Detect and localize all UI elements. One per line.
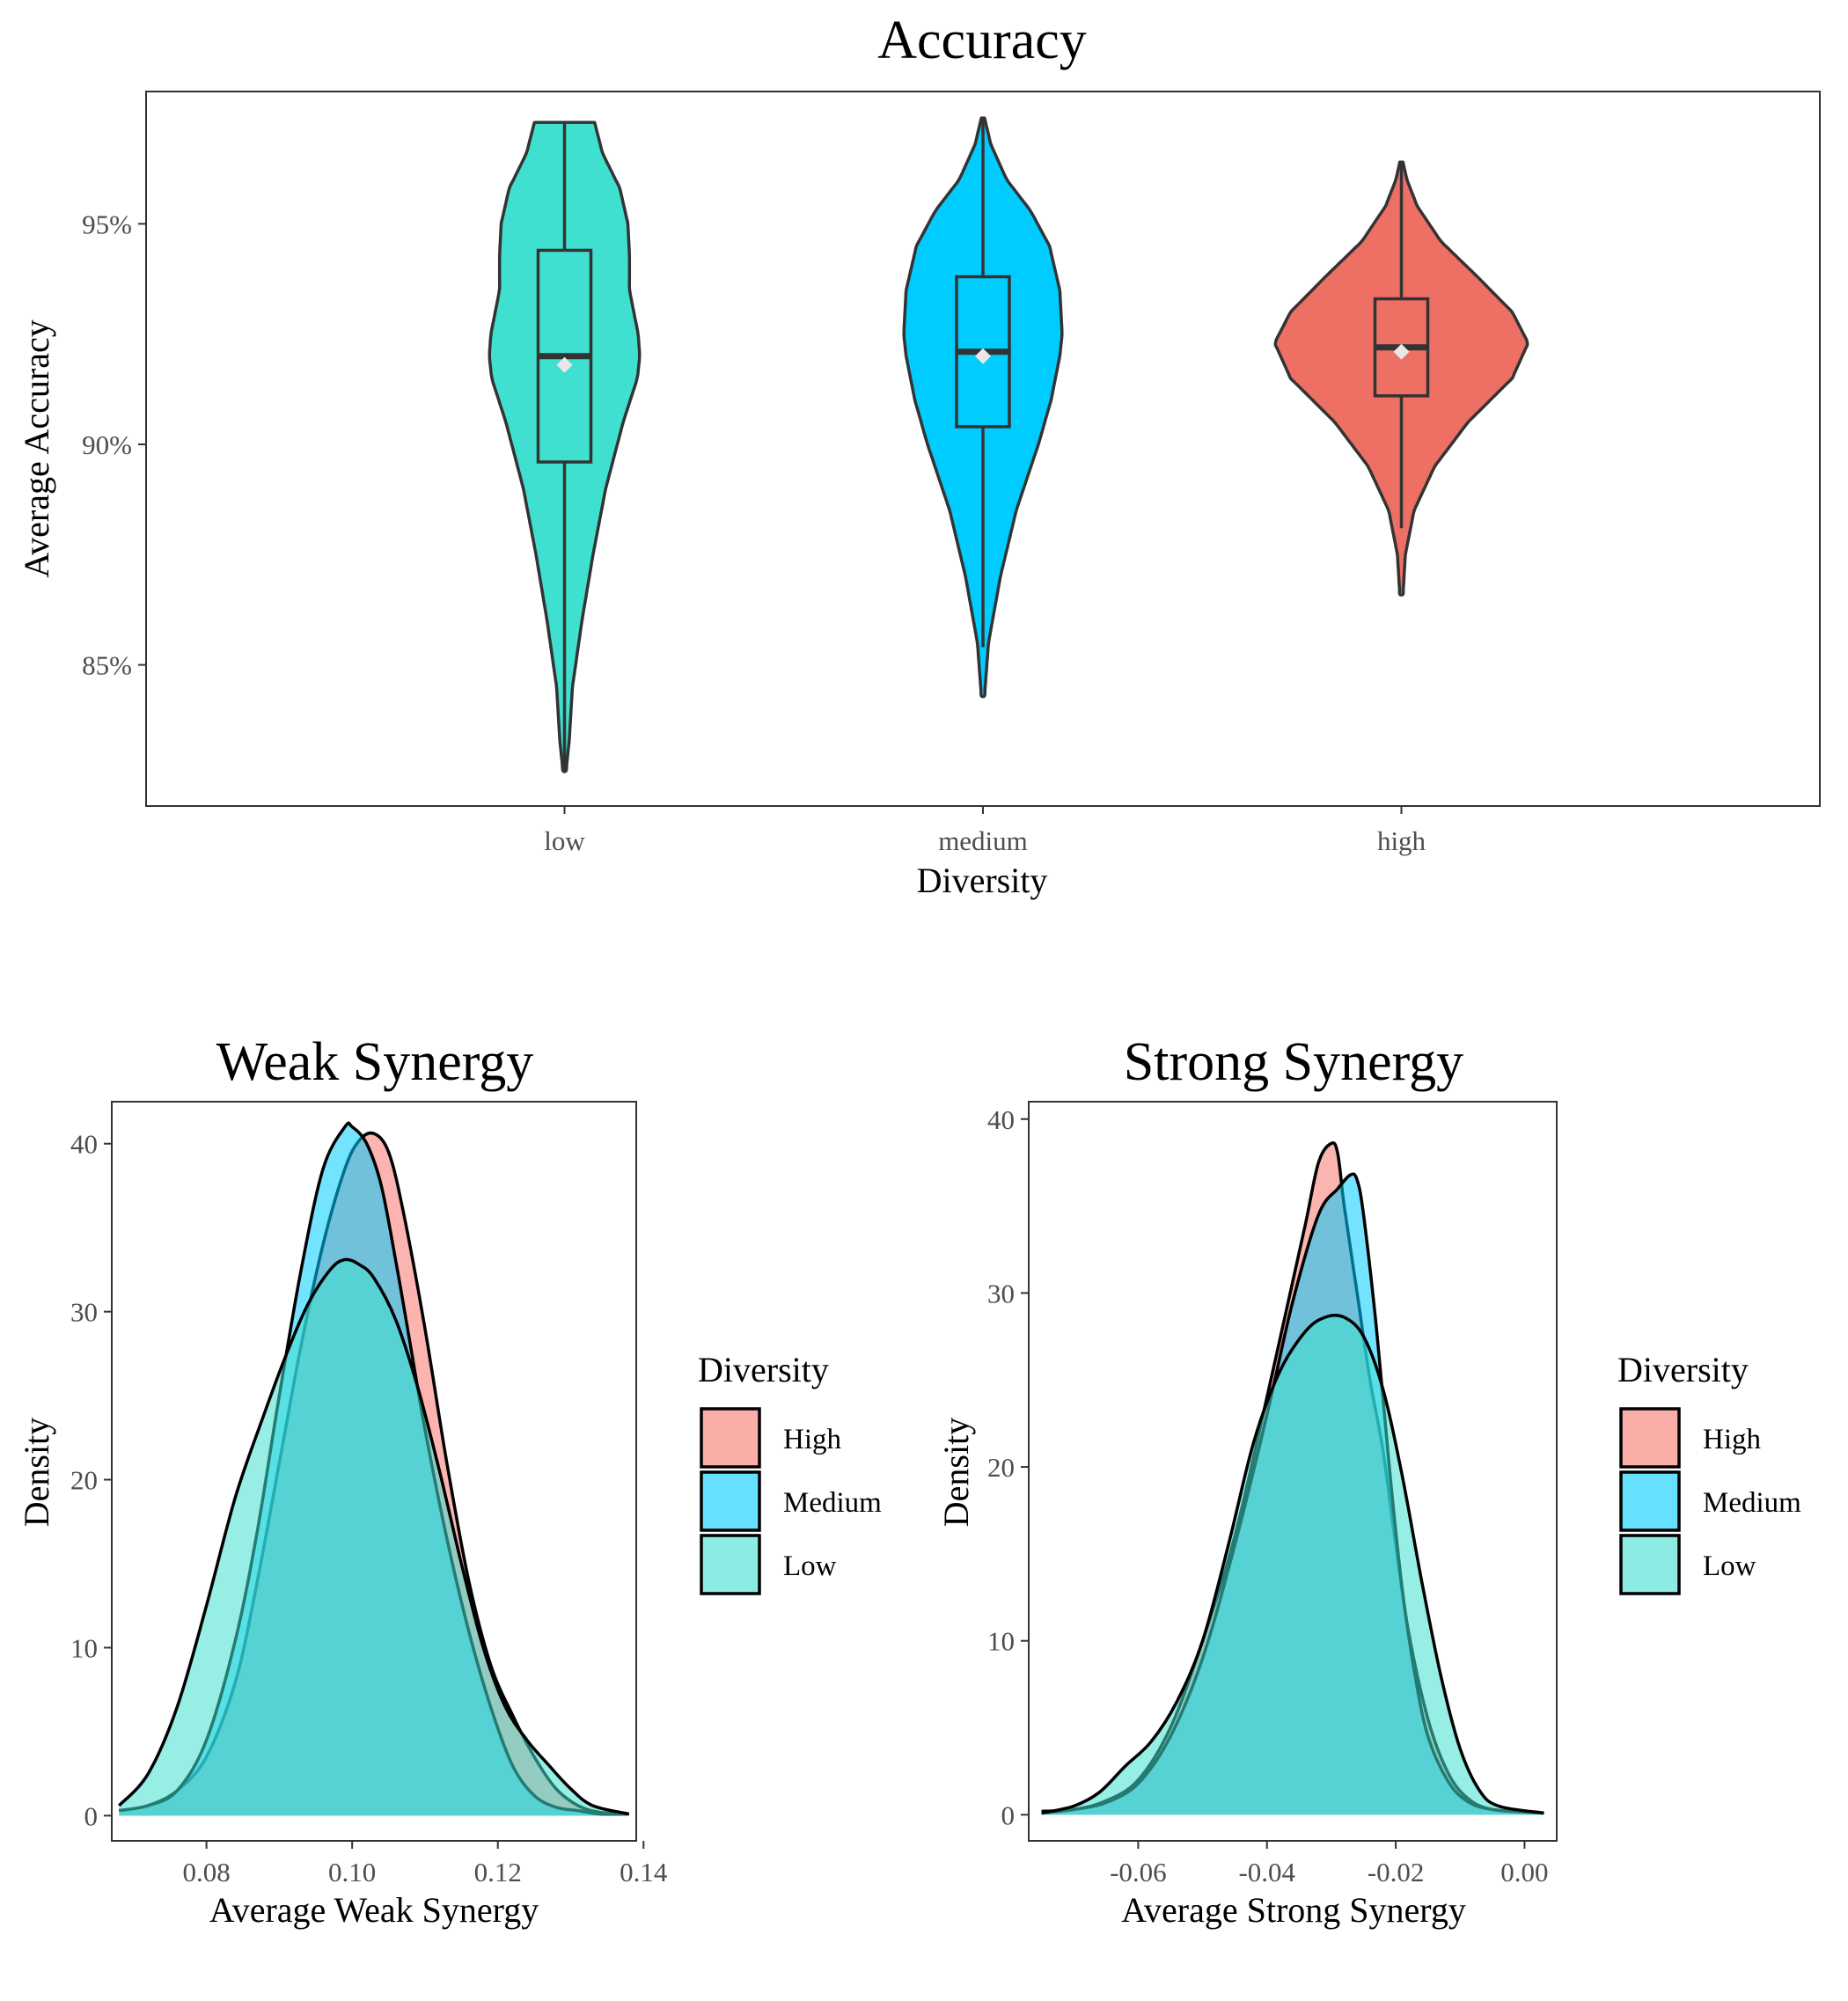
- x-tick-label: -0.02: [1368, 1857, 1425, 1887]
- density-area-low: [119, 1259, 629, 1816]
- x-tick-label: high: [1377, 825, 1426, 856]
- y-tick-label: 0: [1001, 1799, 1016, 1830]
- accuracy-y-axis-label: Average Accuracy: [17, 319, 56, 578]
- weak-synergy-legend-title: Diversity: [698, 1350, 829, 1389]
- legend-key-low: [700, 1534, 761, 1595]
- x-tick-label: -0.04: [1238, 1857, 1295, 1887]
- y-tick-label: 30: [70, 1297, 98, 1328]
- strong-synergy-legend: Diversity High Medium Low: [1617, 1350, 1801, 1595]
- x-tick-label: -0.06: [1110, 1857, 1167, 1887]
- legend-label-low: Low: [1703, 1550, 1756, 1582]
- y-tick-label: 10: [70, 1632, 98, 1663]
- y-tick-label: 20: [70, 1465, 98, 1496]
- strong-synergy-y-axis-label: Density: [936, 1418, 976, 1527]
- accuracy-plot-area: [488, 116, 1529, 773]
- x-tick-label: 0.12: [474, 1857, 522, 1887]
- legend-label-low: Low: [783, 1550, 837, 1582]
- x-tick-label: 0.10: [328, 1857, 376, 1887]
- accuracy-x-axis-label: Diversity: [917, 861, 1048, 900]
- strong-synergy-legend-title: Diversity: [1617, 1350, 1749, 1389]
- strong-synergy-x-axis: -0.06 -0.04 -0.02 0.00: [1110, 1841, 1549, 1887]
- weak-synergy-legend: Diversity High Medium Low: [698, 1350, 882, 1595]
- weak-synergy-y-axis-label: Density: [17, 1418, 56, 1527]
- x-tick-label: medium: [938, 825, 1028, 856]
- strong-synergy-x-axis-label: Average Strong Synergy: [1121, 1890, 1466, 1930]
- strong-synergy-y-axis: 0 10 20 30 40: [987, 1104, 1029, 1830]
- y-tick-label: 10: [987, 1626, 1015, 1657]
- density-line-low: [1041, 1313, 1544, 1815]
- density-area-low: [1041, 1315, 1544, 1815]
- legend-label-high: High: [783, 1424, 842, 1455]
- legend-key-medium: [700, 1470, 761, 1532]
- mean-marker: [1393, 343, 1410, 360]
- y-tick-label: 40: [987, 1104, 1015, 1135]
- accuracy-y-axis: 85% 90% 95%: [82, 209, 146, 681]
- y-tick-label: 85%: [82, 650, 132, 681]
- y-tick-label: 0: [84, 1800, 99, 1831]
- y-tick-label: 40: [70, 1129, 98, 1160]
- legend-key-medium: [1619, 1470, 1681, 1532]
- x-tick-label: low: [544, 825, 585, 856]
- legend-key-high: [1619, 1407, 1681, 1469]
- legend-key-high: [700, 1407, 761, 1469]
- strong-synergy-plot-area: [1041, 1141, 1544, 1815]
- x-tick-label: 0.08: [182, 1857, 230, 1887]
- accuracy-title: Accuracy: [877, 11, 1087, 70]
- y-tick-label: 30: [987, 1278, 1015, 1308]
- accuracy-x-axis: low medium high: [544, 806, 1426, 856]
- weak-synergy-plot-area: [118, 1121, 630, 1816]
- weak-synergy-x-axis: 0.08 0.10 0.12 0.14: [182, 1841, 668, 1887]
- legend-label-medium: Medium: [783, 1487, 882, 1519]
- mean-marker: [975, 348, 991, 364]
- strong-synergy-title: Strong Synergy: [1124, 1032, 1463, 1092]
- density-line-low: [118, 1257, 630, 1816]
- x-tick-label: 0.00: [1500, 1857, 1548, 1887]
- weak-synergy-title: Weak Synergy: [216, 1032, 534, 1092]
- y-tick-label: 20: [987, 1452, 1015, 1483]
- mean-marker: [556, 356, 573, 373]
- x-tick-label: 0.14: [620, 1857, 668, 1887]
- weak-synergy-x-axis-label: Average Weak Synergy: [209, 1890, 539, 1930]
- legend-label-medium: Medium: [1703, 1487, 1801, 1519]
- legend-label-high: High: [1703, 1424, 1762, 1455]
- legend-key-low: [1619, 1534, 1681, 1595]
- weak-synergy-y-axis: 0 10 20 30 40: [70, 1129, 112, 1831]
- y-tick-label: 90%: [82, 429, 132, 460]
- y-tick-label: 95%: [82, 209, 132, 239]
